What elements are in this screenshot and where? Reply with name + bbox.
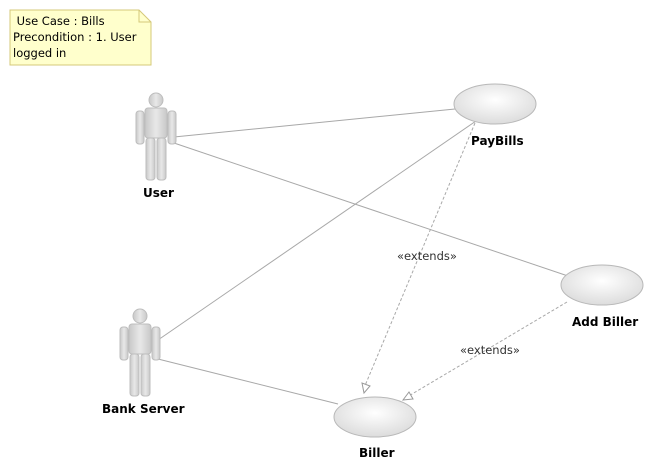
use-case-label-paybills: PayBills bbox=[471, 134, 524, 148]
note-line-2: Precondition : 1. User bbox=[13, 30, 137, 44]
extends-arrowhead-1 bbox=[361, 382, 371, 395]
actor-user[interactable] bbox=[135, 92, 177, 181]
use-case-paybills[interactable] bbox=[453, 83, 537, 125]
association-user-paybills[interactable] bbox=[173, 108, 456, 138]
extends-label-1: «extends» bbox=[397, 249, 457, 263]
actor-label-user: User bbox=[143, 186, 174, 200]
use-case-label-add-biller: Add Biller bbox=[572, 315, 639, 329]
extends-paybills-biller[interactable] bbox=[363, 122, 476, 389]
extends-label-2: «extends» bbox=[460, 343, 520, 357]
note-line-1: Use Case : Bills bbox=[13, 14, 105, 28]
actor-label-bank-server: Bank Server bbox=[102, 402, 185, 416]
actor-bank-server[interactable] bbox=[119, 308, 161, 397]
precondition-note[interactable] bbox=[9, 9, 152, 66]
note-line-3: logged in bbox=[13, 46, 67, 60]
use-case-biller[interactable] bbox=[333, 396, 417, 438]
association-bank-server-biller[interactable] bbox=[157, 358, 339, 405]
association-bank-server-paybills[interactable] bbox=[157, 120, 477, 341]
note-text: Use Case : Bills Precondition : 1. User lo… bbox=[13, 13, 149, 61]
use-case-label-biller: Biller bbox=[359, 446, 395, 460]
use-case-add-biller[interactable] bbox=[560, 264, 644, 306]
extends-add-biller-biller[interactable] bbox=[406, 301, 568, 398]
extends-arrowhead-2 bbox=[401, 391, 414, 401]
association-user-add-biller[interactable] bbox=[173, 142, 569, 277]
